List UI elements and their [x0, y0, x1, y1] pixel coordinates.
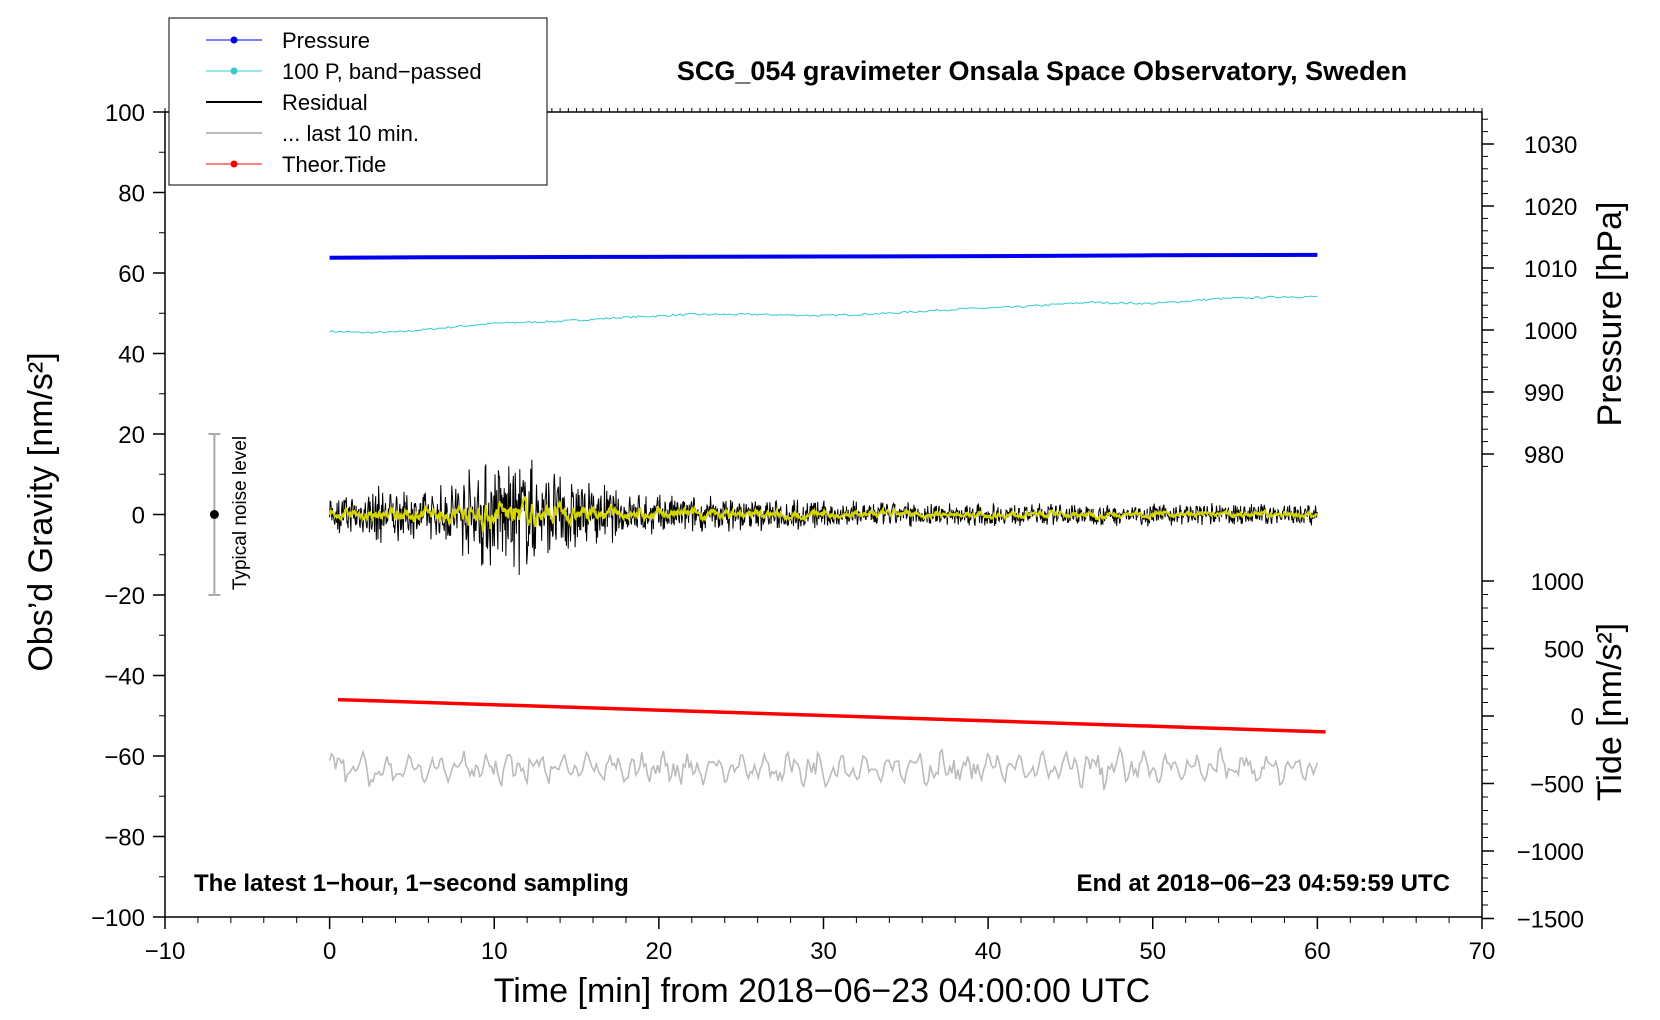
legend-marker-bandpassed — [230, 67, 238, 75]
y-tide-tick-label: 1000 — [1531, 569, 1584, 596]
y-tide-tick-label: −1500 — [1517, 907, 1584, 934]
series-pressure — [329, 252, 1318, 260]
plot-series — [208, 252, 1326, 791]
legend-label-pressure: Pressure — [282, 28, 370, 53]
y-left-tick-label: −40 — [104, 664, 145, 691]
chart-title: SCG_054 gravimeter Onsala Space Observat… — [677, 56, 1407, 86]
y-left-tick-label: −20 — [104, 583, 145, 610]
x-tick-label: 70 — [1469, 938, 1496, 965]
x-tick-label: 50 — [1139, 938, 1166, 965]
y-left-tick-label: 80 — [118, 181, 145, 208]
legend: Pressure 100 P, band−passed Residual ...… — [168, 17, 548, 186]
legend-marker-pressure — [230, 36, 238, 44]
series-residual-smoothed — [328, 495, 1318, 532]
y-tide-tick-label: −1000 — [1517, 839, 1584, 866]
y-axis-left-label: Obs’d Gravity [nm/s²] — [22, 352, 60, 671]
y-tide-tick-label: −500 — [1530, 772, 1584, 799]
y-left-tick-label: −60 — [104, 744, 145, 771]
legend-label-bandpassed: 100 P, band−passed — [282, 59, 482, 84]
x-axis-label: Time [min] from 2018−06−23 04:00:00 UTC — [494, 972, 1150, 1010]
series-last10 — [328, 745, 1319, 791]
y-pressure-tick-label: 980 — [1524, 442, 1564, 469]
x-tick-label: 0 — [323, 938, 336, 965]
y-tide-tick-label: 0 — [1571, 704, 1584, 731]
y-pressure-tick-label: 1020 — [1524, 194, 1577, 221]
y-axis-tide-label: Tide [nm/s²] — [1591, 623, 1629, 801]
x-tick-label: 10 — [481, 938, 508, 965]
x-tick-label: 60 — [1304, 938, 1331, 965]
y-left-tick-label: 40 — [118, 342, 145, 369]
y-pressure-tick-label: 1030 — [1524, 132, 1577, 159]
x-tick-label: −10 — [145, 938, 186, 965]
y-left-tick-label: −100 — [91, 905, 145, 932]
y-pressure-tick-label: 1000 — [1524, 318, 1577, 345]
y-left-tick-label: 100 — [105, 100, 145, 127]
y-axis-pressure-label: Pressure [hPa] — [1591, 202, 1629, 427]
noise-level-label: Typical noise level — [230, 436, 251, 590]
y-left-tick-label: 0 — [132, 503, 145, 530]
x-tick-label: 20 — [646, 938, 673, 965]
y-left-tick-label: 60 — [118, 261, 145, 288]
legend-label-tide: Theor.Tide — [282, 152, 386, 177]
legend-marker-tide — [230, 160, 238, 168]
series-tide — [337, 697, 1326, 734]
annotation-sampling: The latest 1−hour, 1−second sampling — [194, 870, 629, 897]
y-left-tick-label: 20 — [118, 422, 145, 449]
legend-label-last10: ... last 10 min. — [282, 121, 419, 146]
series-bandpassed — [329, 295, 1318, 334]
y-tide-tick-label: 500 — [1544, 637, 1584, 664]
annotation-end-time: End at 2018−06−23 04:59:59 UTC — [1076, 870, 1450, 897]
legend-label-residual: Residual — [282, 90, 368, 115]
x-tick-label: 30 — [810, 938, 837, 965]
x-tick-label: 40 — [975, 938, 1002, 965]
tick-marks: −10 0 10 20 30 40 50 60 70−100−80−60−40−20020406… — [91, 100, 1584, 965]
y-left-tick-label: −80 — [104, 825, 145, 852]
y-pressure-tick-label: 990 — [1524, 380, 1564, 407]
noise-bar-center — [209, 510, 219, 519]
y-pressure-tick-label: 1010 — [1524, 256, 1577, 283]
